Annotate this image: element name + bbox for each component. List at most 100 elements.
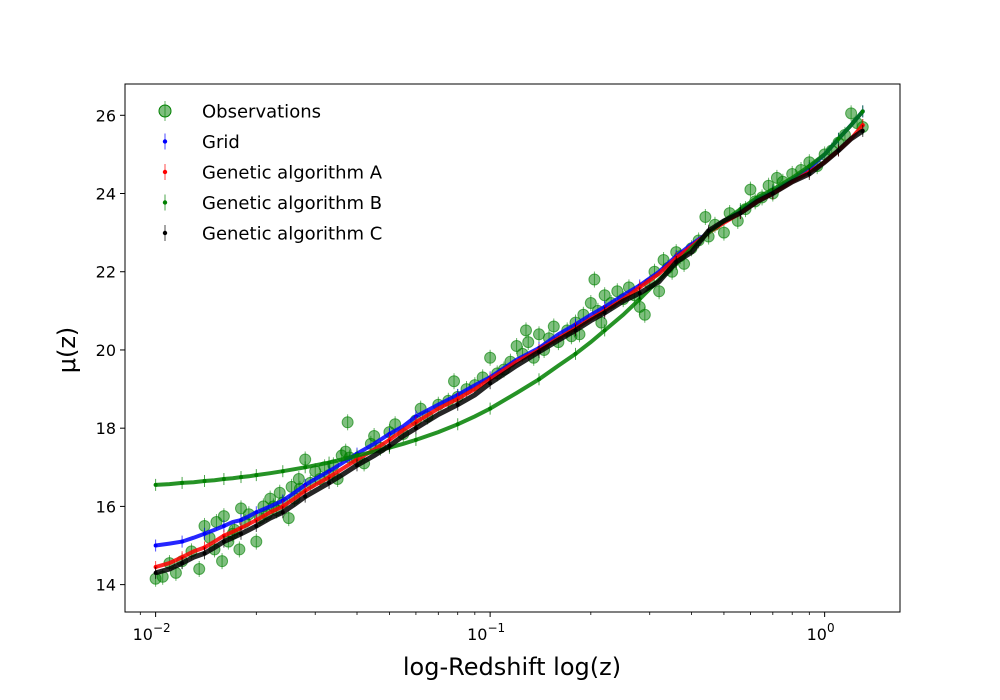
series-point: [413, 437, 418, 442]
legend-label: Observations: [202, 102, 321, 123]
series-point: [239, 518, 244, 523]
legend-marker: [162, 230, 168, 236]
legend-marker: [162, 139, 168, 144]
legend-label: Genetic algorithm C: [202, 224, 382, 245]
x-axis-label: log-Redshift log(z): [403, 653, 621, 681]
series-point: [355, 463, 360, 468]
legend-marker: [162, 200, 168, 205]
legend-marker: [162, 169, 168, 175]
series-point: [573, 351, 578, 356]
legend-label: Grid: [202, 132, 240, 153]
series-point: [327, 480, 332, 485]
series-point: [254, 473, 259, 478]
legend-marker: [158, 104, 172, 118]
series-point: [413, 426, 418, 431]
series-point: [254, 510, 259, 515]
series-point: [602, 328, 607, 333]
series-genetic-algorithm-c: [153, 124, 865, 579]
series-point: [602, 310, 607, 315]
series-point: [153, 482, 158, 487]
x-tick-label: 10−1: [467, 621, 505, 644]
series-point: [807, 164, 812, 169]
series-point: [153, 570, 158, 575]
y-axis-label: μ(z): [53, 327, 81, 374]
series-point: [180, 561, 185, 566]
y-tick-label: 20: [96, 341, 116, 360]
observation-point: [744, 183, 757, 196]
legend-entry: Genetic algorithm B: [162, 193, 382, 214]
observation-point: [519, 324, 532, 337]
series-point: [637, 291, 642, 296]
series-point: [573, 328, 578, 333]
observation-point: [547, 320, 560, 333]
legend-entry: Grid: [162, 132, 240, 153]
series-point: [239, 475, 244, 480]
observation-point: [193, 562, 206, 575]
observation-point: [588, 273, 601, 286]
x-tick-label: 100: [807, 621, 835, 644]
axis-ticks: 14 16 18 20 22 24 26 10−2 10−1 100: [96, 106, 835, 644]
series-point: [327, 460, 332, 465]
y-tick-label: 18: [96, 419, 116, 438]
observation-point: [598, 289, 611, 302]
observation-point: [216, 555, 229, 568]
series-point: [770, 191, 775, 196]
series-point: [738, 211, 743, 216]
series-point: [202, 531, 207, 536]
observation-point: [653, 285, 666, 298]
observation-point: [233, 543, 246, 556]
observation-point: [699, 210, 712, 223]
observation-point: [282, 512, 295, 525]
observation-point: [448, 375, 461, 388]
series-point: [355, 453, 360, 458]
series-point: [221, 523, 226, 528]
observation-point: [717, 226, 730, 239]
series-point: [537, 377, 542, 382]
observation-point: [484, 351, 497, 364]
series-point: [836, 148, 841, 153]
series-point: [860, 109, 865, 114]
legend-entry: Genetic algorithm A: [162, 163, 383, 184]
y-tick-label: 16: [96, 497, 116, 516]
series-point: [221, 539, 226, 544]
legend: Observations Grid Genetic algorithm A Genet…: [158, 101, 383, 245]
plot-frame: [124, 83, 901, 613]
series-point: [239, 531, 244, 536]
observation-point: [584, 297, 597, 310]
series-point: [202, 478, 207, 483]
series-point: [488, 381, 493, 386]
series-point: [303, 494, 308, 499]
observation-point: [250, 535, 263, 548]
y-tick-label: 22: [96, 263, 116, 282]
x-tick-label: 10−2: [133, 621, 171, 644]
series-point: [153, 543, 158, 548]
series-point: [180, 480, 185, 485]
observation-point: [341, 416, 354, 429]
series-point: [455, 422, 460, 427]
series-point: [674, 259, 679, 264]
series-point: [706, 228, 711, 233]
series-point: [280, 469, 285, 474]
series-point: [807, 171, 812, 176]
series-point: [221, 477, 226, 482]
series-point: [836, 136, 841, 141]
series-point: [180, 539, 185, 544]
observation-point: [292, 473, 305, 486]
series-point: [280, 510, 285, 515]
observation-point: [638, 308, 651, 321]
y-tick-label: 14: [96, 576, 116, 595]
series-point: [488, 406, 493, 411]
series-point: [455, 402, 460, 407]
series-point: [387, 443, 392, 448]
observation-point: [522, 336, 535, 349]
series-point: [254, 523, 259, 528]
observation-point: [533, 328, 546, 341]
observation-point: [845, 107, 858, 120]
y-tick-label: 26: [96, 106, 116, 125]
legend-entry: Genetic algorithm C: [162, 224, 382, 245]
plot-content: [149, 105, 869, 587]
legend-entry: Observations: [158, 101, 321, 123]
legend-label: Genetic algorithm B: [202, 193, 382, 214]
series-point: [537, 349, 542, 354]
